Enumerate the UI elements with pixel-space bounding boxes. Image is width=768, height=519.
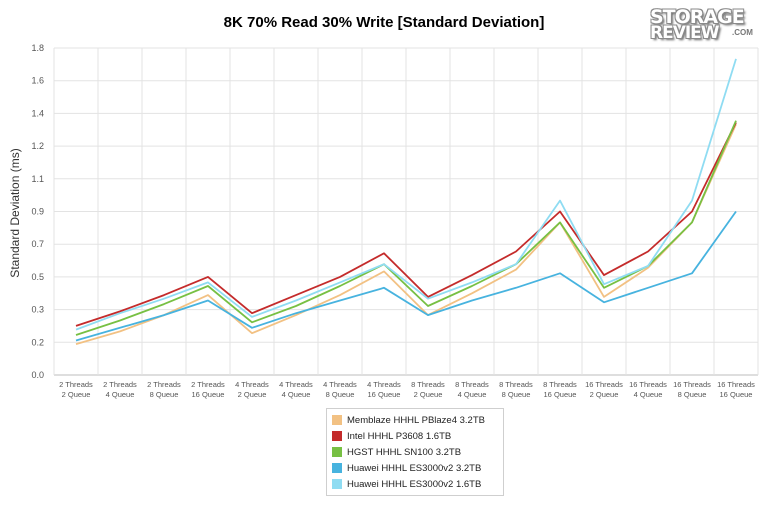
x-tick-label: 4 Threads 2 Queue: [235, 380, 269, 399]
legend-item-0: Memblaze HHHL PBlaze4 3.2TB: [332, 412, 498, 428]
x-tick-label: 8 Threads 16 Queue: [543, 380, 577, 399]
x-tick-label: 4 Threads 8 Queue: [323, 380, 357, 399]
x-tick-label: 2 Threads 16 Queue: [191, 380, 225, 399]
legend-item-1: Intel HHHL P3608 1.6TB: [332, 428, 498, 444]
y-tick-label: 1.4: [31, 108, 44, 118]
x-tick-label: 16 Threads 16 Queue: [717, 380, 755, 399]
legend: Memblaze HHHL PBlaze4 3.2TB Intel HHHL P3…: [326, 408, 504, 496]
x-tick-label: 2 Threads 8 Queue: [147, 380, 181, 399]
grid-lines: [53, 47, 759, 376]
logo-line-3: .COM: [732, 28, 753, 37]
x-tick-label: 16 Threads 8 Queue: [673, 380, 711, 399]
x-tick-label: 2 Threads 4 Queue: [103, 380, 137, 399]
storagereview-logo: STORAGE REVIEW .COM: [640, 6, 760, 44]
y-tick-label: 0.0: [31, 370, 44, 380]
legend-swatch: [332, 415, 342, 425]
legend-label: HGST HHHL SN100 3.2TB: [347, 446, 462, 458]
y-tick-label: 1.1: [31, 174, 44, 184]
legend-swatch: [332, 479, 342, 489]
y-tick-label: 0.3: [31, 305, 44, 315]
y-tick-label: 1.6: [31, 76, 44, 86]
legend-item-2: HGST HHHL SN100 3.2TB: [332, 444, 498, 460]
legend-swatch: [332, 463, 342, 473]
legend-item-3: Huawei HHHL ES3000v2 3.2TB: [332, 460, 498, 476]
series-line-0: [75, 123, 737, 345]
y-axis-title: Standard Deviation (ms): [8, 148, 22, 277]
chart-title: 8K 70% Read 30% Write [Standard Deviatio…: [223, 14, 545, 31]
x-tick-label: 8 Threads 2 Queue: [411, 380, 445, 399]
logo-line-1: STORAGE: [650, 6, 745, 28]
legend-label: Intel HHHL P3608 1.6TB: [347, 430, 452, 442]
legend-label: Huawei HHHL ES3000v2 1.6TB: [347, 478, 482, 490]
series-lines: [75, 58, 737, 345]
series-line-3: [75, 210, 737, 342]
x-tick-label: 8 Threads 8 Queue: [499, 380, 533, 399]
legend-label: Huawei HHHL ES3000v2 3.2TB: [347, 462, 482, 474]
legend-label: Memblaze HHHL PBlaze4 3.2TB: [347, 414, 485, 426]
y-tick-label: 0.7: [31, 239, 44, 249]
series-line-2: [75, 120, 737, 336]
y-tick-label: 0.5: [31, 272, 44, 282]
x-tick-label: 8 Threads 4 Queue: [455, 380, 489, 399]
series-line-4: [75, 58, 737, 331]
x-tick-labels: 2 Threads 2 Queue 2 Threads 4 Queue 2 Thread…: [59, 380, 755, 399]
legend-item-4: Huawei HHHL ES3000v2 1.6TB: [332, 476, 498, 492]
line-chart: 0.0 0.2 0.3 0.5 0.7 0.9 1.1 1.2 1.4 1.6 1.8 2 Thre…: [8, 43, 759, 399]
series-line-1: [75, 122, 737, 327]
x-tick-label: 4 Threads 4 Queue: [279, 380, 313, 399]
y-tick-label: 1.2: [31, 141, 44, 151]
x-tick-label: 16 Threads 2 Queue: [585, 380, 623, 399]
y-tick-label: 0.2: [31, 337, 44, 347]
y-tick-label: 0.9: [31, 207, 44, 217]
x-tick-label: 4 Threads 16 Queue: [367, 380, 401, 399]
y-tick-label: 1.8: [31, 43, 44, 53]
y-tick-labels: 0.0 0.2 0.3 0.5 0.7 0.9 1.1 1.2 1.4 1.6 1.8: [31, 43, 44, 380]
x-tick-label: 2 Threads 2 Queue: [59, 380, 93, 399]
x-tick-label: 16 Threads 4 Queue: [629, 380, 667, 399]
legend-swatch: [332, 431, 342, 441]
logo-line-2: REVIEW: [650, 23, 720, 43]
legend-swatch: [332, 447, 342, 457]
